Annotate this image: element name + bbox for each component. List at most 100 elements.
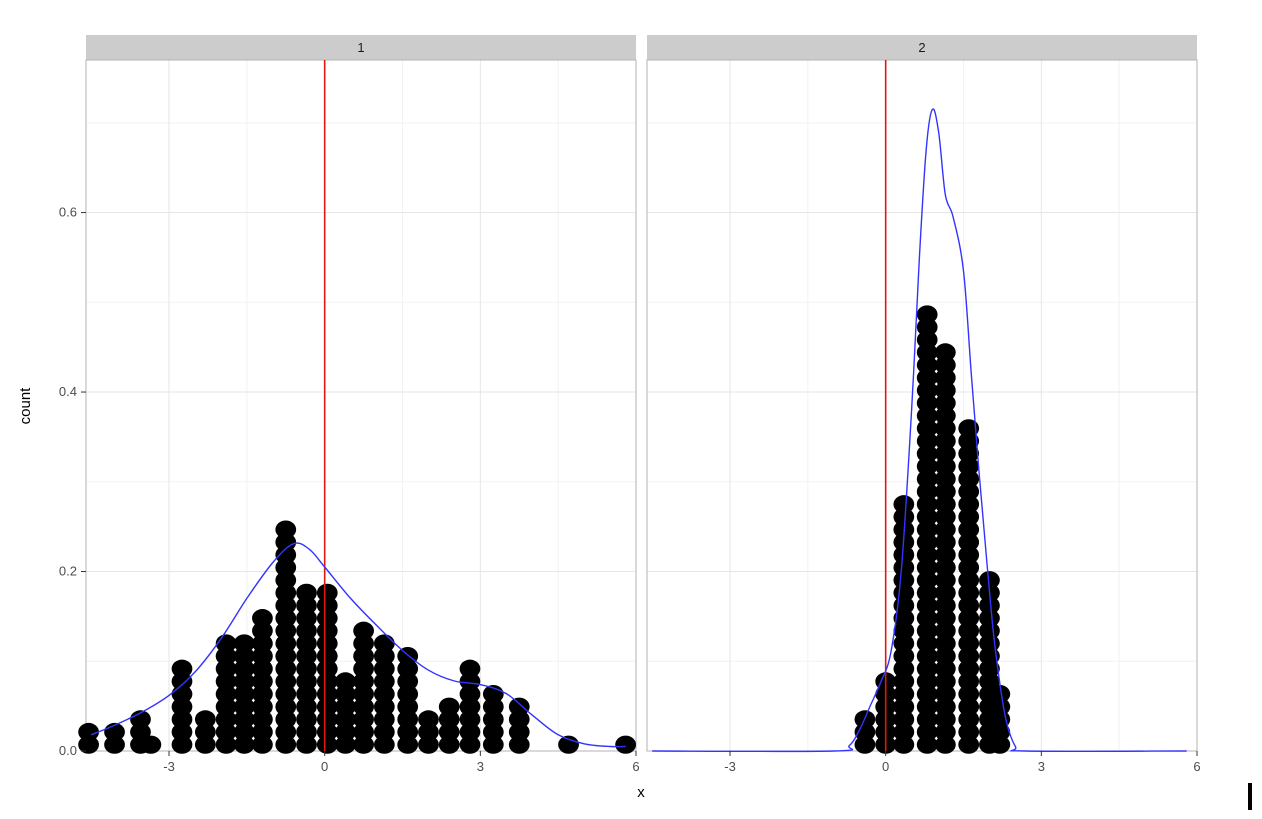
dot (275, 646, 297, 666)
dot (296, 672, 317, 691)
dot (373, 634, 395, 653)
dot (397, 697, 419, 716)
dot (252, 609, 273, 628)
dot (916, 571, 938, 590)
dot (215, 697, 237, 716)
dot (459, 684, 481, 704)
dot (482, 697, 504, 716)
dot (438, 710, 460, 729)
dot (934, 520, 956, 539)
dot (275, 672, 297, 691)
dot (275, 735, 297, 754)
dot (459, 672, 481, 691)
x-tick-label: -3 (163, 759, 175, 774)
dot (958, 520, 980, 539)
dot (296, 646, 317, 666)
dot (958, 507, 980, 527)
dot (893, 495, 915, 514)
dot (916, 722, 938, 742)
dot (989, 722, 1011, 742)
dot (934, 343, 956, 362)
dot (335, 697, 356, 716)
dot (275, 609, 297, 628)
dot (958, 419, 980, 438)
dot (958, 697, 980, 716)
dot (296, 621, 317, 640)
dot (316, 659, 338, 678)
dot (934, 406, 956, 425)
dot (934, 571, 956, 590)
dot (215, 634, 237, 653)
dot (215, 710, 237, 729)
dot (335, 722, 356, 742)
dot (296, 722, 317, 742)
dot (958, 659, 980, 678)
dot (934, 609, 956, 628)
facet-strip-label: 1 (357, 40, 364, 55)
dot (958, 558, 980, 577)
dot (893, 545, 915, 564)
dot (233, 735, 255, 754)
dot (508, 735, 530, 754)
dot (958, 431, 980, 451)
dot (979, 672, 1000, 691)
dot (934, 684, 956, 704)
dot (958, 722, 980, 742)
dot (916, 558, 938, 577)
dot (275, 659, 297, 678)
dot (316, 596, 338, 615)
dot (252, 735, 273, 754)
dot (194, 710, 216, 729)
dot (916, 305, 938, 324)
dot (316, 621, 338, 640)
x-tick-label: 3 (477, 759, 484, 774)
dot (958, 710, 980, 729)
dot (979, 609, 1000, 628)
dot (934, 419, 956, 438)
dot (215, 659, 237, 678)
y-axis-title: count (17, 387, 34, 425)
dot (916, 684, 938, 704)
dot (233, 634, 255, 653)
dot (459, 697, 481, 716)
dot (252, 672, 273, 691)
dot (373, 684, 395, 704)
dot (989, 697, 1011, 716)
dot (275, 710, 297, 729)
dot (958, 646, 980, 666)
dot (482, 722, 504, 742)
dot (275, 684, 297, 704)
dot (252, 634, 273, 653)
y-tick-label: 0.0 (59, 743, 77, 758)
dot (275, 722, 297, 742)
x-axis-title: x (637, 784, 645, 801)
dot (373, 646, 395, 666)
dot (296, 710, 317, 729)
dot (958, 672, 980, 691)
dot (296, 684, 317, 704)
dot (397, 646, 419, 666)
dot (934, 368, 956, 387)
x-tick-label: 6 (632, 759, 639, 774)
dot (916, 583, 938, 602)
dot (275, 571, 297, 590)
x-tick-label: 3 (1038, 759, 1045, 774)
dot (171, 672, 193, 691)
dot (296, 659, 317, 678)
dot (934, 431, 956, 451)
dot (373, 722, 395, 742)
dot (316, 684, 338, 704)
dot (171, 722, 193, 742)
dot (979, 659, 1000, 678)
dot (958, 634, 980, 653)
dot (934, 659, 956, 678)
dot (916, 457, 938, 476)
dot (989, 684, 1011, 704)
dot (275, 697, 297, 716)
dot (893, 659, 915, 678)
dot (893, 735, 915, 754)
dot (958, 583, 980, 602)
dot (615, 735, 636, 754)
corner-mark (1248, 783, 1252, 810)
dot (233, 659, 255, 678)
